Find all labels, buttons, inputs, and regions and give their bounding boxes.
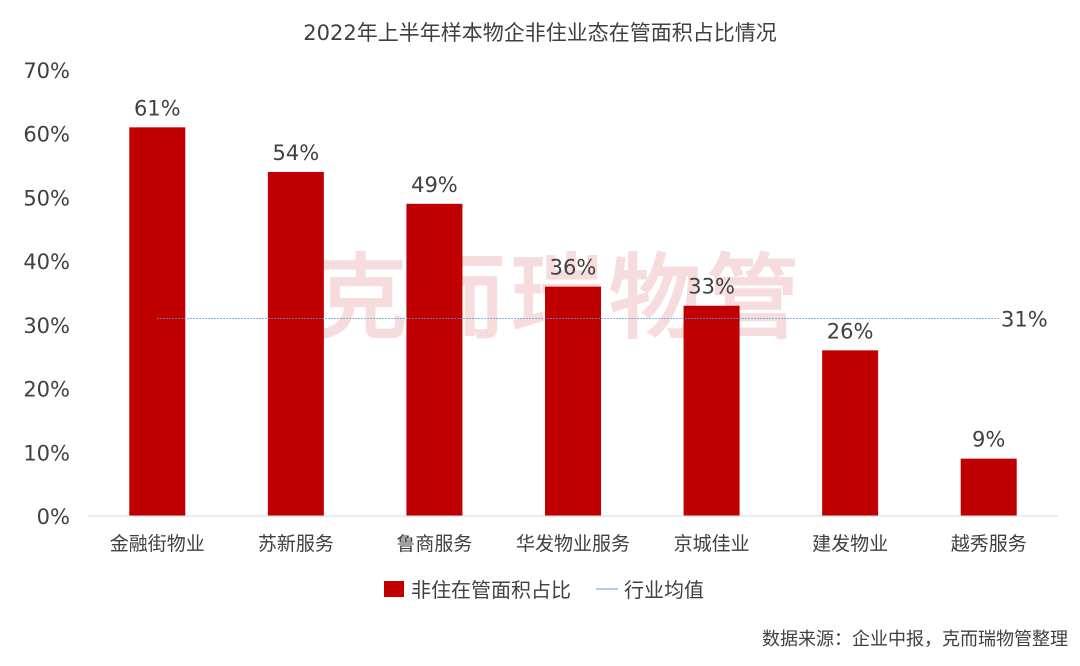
y-tick-label: 70% — [23, 59, 70, 83]
y-axis: 0% 10% 20% 30% 40% 50% 60% 70% — [23, 59, 70, 529]
legend-label-average: 行业均值 — [624, 578, 704, 602]
data-label: 49% — [411, 173, 458, 197]
legend-swatch-bar — [384, 581, 404, 597]
legend: 非住在管面积占比 行业均值 — [384, 578, 704, 602]
chart-title: 2022年上半年样本物企非住业态在管面积占比情况 — [303, 21, 776, 45]
category-label: 越秀服务 — [951, 533, 1027, 555]
bar — [822, 350, 879, 516]
y-tick-label: 50% — [23, 186, 70, 210]
bar — [545, 286, 601, 516]
source-note: 数据来源：企业中报，克而瑞物管整理 — [762, 629, 1068, 650]
average-line-group: 31% — [157, 307, 1048, 331]
category-label: 金融街物业 — [110, 533, 205, 555]
data-label: 26% — [827, 319, 874, 343]
category-label: 华发物业服务 — [516, 533, 630, 555]
y-tick-label: 0% — [37, 505, 70, 529]
data-label: 9% — [972, 428, 1005, 452]
category-label: 京城佳业 — [674, 533, 750, 555]
data-label: 36% — [550, 256, 597, 280]
bar — [129, 127, 186, 516]
category-label: 建发物业 — [812, 533, 888, 555]
category-label: 苏新服务 — [258, 533, 334, 555]
bars: 61% 54% 49% 36% 33% 26% 9% — [129, 96, 1017, 517]
y-tick-label: 10% — [23, 441, 70, 465]
bar — [960, 458, 1017, 516]
bar — [683, 305, 740, 516]
category-label: 鲁商服务 — [396, 533, 472, 555]
data-label: 33% — [688, 275, 735, 299]
y-tick-label: 60% — [23, 123, 70, 147]
y-tick-label: 40% — [23, 250, 70, 274]
data-label: 54% — [273, 141, 320, 165]
average-label: 31% — [1001, 307, 1048, 331]
data-label: 61% — [134, 96, 181, 120]
legend-label-bar: 非住在管面积占比 — [411, 578, 571, 602]
y-tick-label: 30% — [23, 314, 70, 338]
bar — [406, 203, 463, 517]
y-tick-label: 20% — [23, 378, 70, 402]
x-axis-labels: 金融街物业 苏新服务 鲁商服务 华发物业服务 京城佳业 建发物业 越秀服务 — [110, 533, 1027, 555]
bar — [267, 171, 324, 516]
